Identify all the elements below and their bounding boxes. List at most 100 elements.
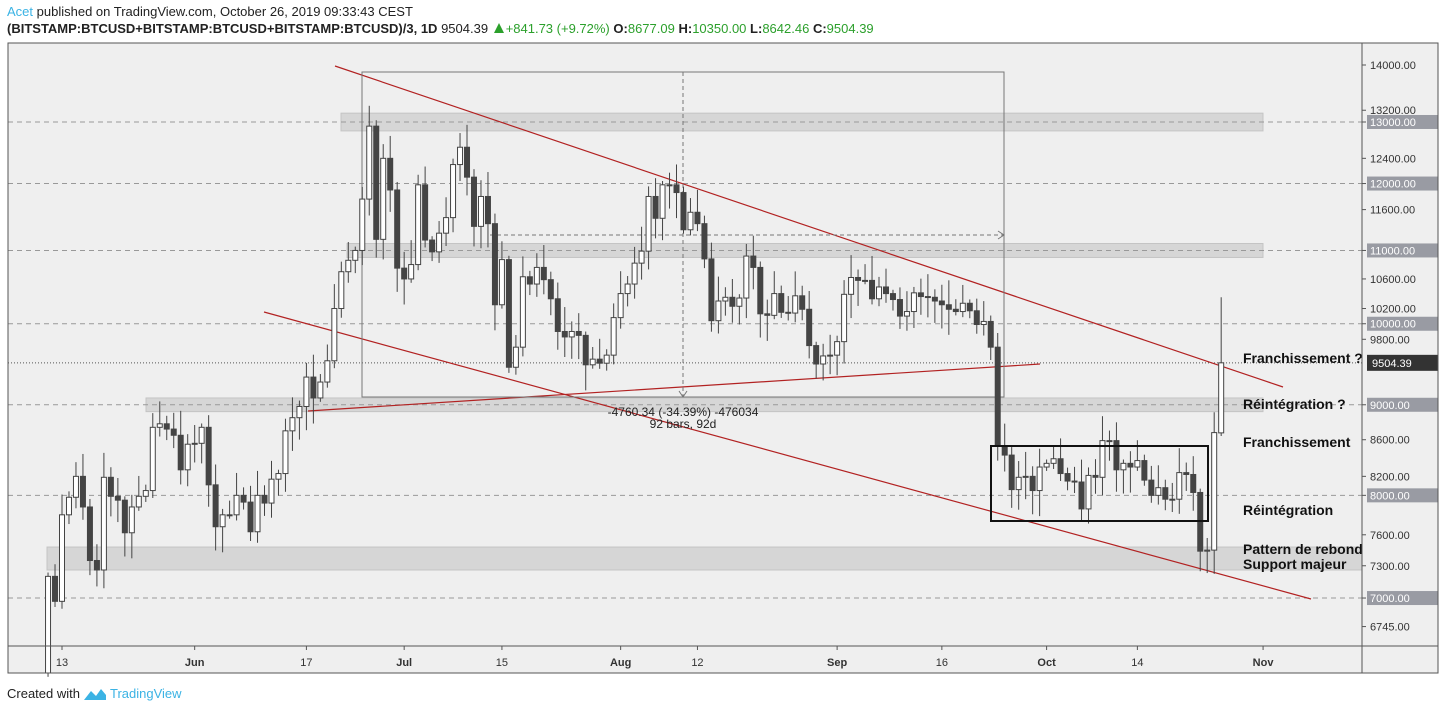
y-tick-label: 8000.00 <box>1370 490 1410 502</box>
candle-body <box>1155 487 1162 496</box>
candle-down <box>107 467 114 517</box>
candle-body <box>373 125 380 240</box>
candle-up <box>1120 459 1127 494</box>
candle-body <box>268 478 275 504</box>
candle-body <box>443 217 450 234</box>
candle-up <box>149 413 156 498</box>
candle-body <box>79 475 86 508</box>
candle-body <box>813 345 820 365</box>
candle-up <box>736 294 743 325</box>
level-price-badge <box>1367 114 1438 129</box>
candle-down <box>394 181 401 292</box>
x-tick-label: 16 <box>936 657 948 669</box>
candle-up <box>268 460 275 518</box>
candle-body <box>45 575 52 674</box>
candle-up <box>959 284 966 318</box>
candle-down <box>1148 465 1155 503</box>
candle-body <box>980 320 987 326</box>
candle-up <box>408 240 415 283</box>
candle-body <box>338 271 345 310</box>
candle-body <box>945 304 952 310</box>
level-price-badge <box>1367 176 1438 191</box>
level-price-badge <box>1367 243 1438 258</box>
candle-down <box>547 271 554 316</box>
candle-up <box>366 105 373 216</box>
candle-down <box>401 251 408 305</box>
candle-up <box>1176 448 1183 514</box>
candle-up <box>1155 465 1162 505</box>
tradingview-link[interactable]: TradingView <box>109 686 182 701</box>
open-label: O: <box>613 21 628 36</box>
candle-down <box>806 290 813 359</box>
candle-up <box>568 321 575 359</box>
candle-down <box>540 245 547 295</box>
candle-body <box>1134 460 1141 468</box>
candle-down <box>785 296 792 321</box>
candle-body <box>1050 458 1057 464</box>
symbol-legend: (BITSTAMP:BTCUSD+BITSTAMP:BTCUSD+BITSTAM… <box>7 21 874 36</box>
candle-down <box>575 313 582 360</box>
candle-body <box>387 157 394 191</box>
candle-body <box>128 506 135 534</box>
candle-up <box>1169 482 1176 513</box>
price-axis[interactable] <box>1362 43 1438 646</box>
high-value: 10350.00 <box>692 21 747 36</box>
candle-up <box>715 276 722 334</box>
candle-body <box>142 490 149 497</box>
candle-body <box>240 494 247 503</box>
candle-up <box>659 180 666 241</box>
candle-body <box>59 514 65 602</box>
candle-down <box>855 269 862 306</box>
candle-down <box>86 498 93 576</box>
x-tick-label: Aug <box>610 657 631 669</box>
candle-body <box>638 250 645 264</box>
candle-down <box>561 307 568 358</box>
candle-up <box>443 197 450 246</box>
candle-down <box>470 169 477 247</box>
candle-body <box>491 223 498 306</box>
candle-body <box>910 292 917 313</box>
lower-trendline <box>263 311 1312 600</box>
x-tick-label: Jul <box>396 657 412 669</box>
candle-body <box>1106 440 1113 443</box>
candle-body <box>1204 549 1211 552</box>
time-axis[interactable] <box>8 646 1438 673</box>
candle-body <box>1036 466 1043 492</box>
candle-up <box>1204 537 1211 574</box>
candle-body <box>107 476 114 497</box>
candle-body <box>1092 474 1099 478</box>
candle-body <box>52 575 59 602</box>
plot-area[interactable] <box>8 43 1362 646</box>
candle-up <box>687 198 694 236</box>
candle-up <box>100 452 107 589</box>
candle-body <box>561 330 568 338</box>
candle-down <box>917 278 924 315</box>
candle-up <box>45 572 52 677</box>
candle-body <box>526 276 533 285</box>
candle-up <box>128 494 135 559</box>
annotation-label: Franchissement ? <box>1243 350 1363 366</box>
candle-down <box>526 270 533 296</box>
candle-down <box>931 289 938 323</box>
candle-body <box>212 484 219 528</box>
footer: Created with TradingView <box>7 686 182 701</box>
candle-body <box>86 506 93 562</box>
author-link[interactable]: Acet <box>7 4 34 19</box>
y-tick-label: 9000.00 <box>1370 400 1410 412</box>
candle-down <box>924 274 931 318</box>
candle-body <box>869 279 876 300</box>
x-tick-label: Sep <box>827 657 847 669</box>
annotation-label: Pattern de rebond <box>1243 541 1363 557</box>
candle-body <box>987 320 994 348</box>
candle-up <box>135 475 142 511</box>
candle-body <box>324 360 331 383</box>
candle-down <box>310 354 317 424</box>
candle-down <box>1127 451 1134 493</box>
candle-body <box>750 255 757 268</box>
candle-body <box>931 296 938 302</box>
candle-up <box>645 186 652 270</box>
last-price: 9504.39 <box>441 21 489 36</box>
candle-down <box>79 453 86 520</box>
candle-body <box>219 514 226 528</box>
